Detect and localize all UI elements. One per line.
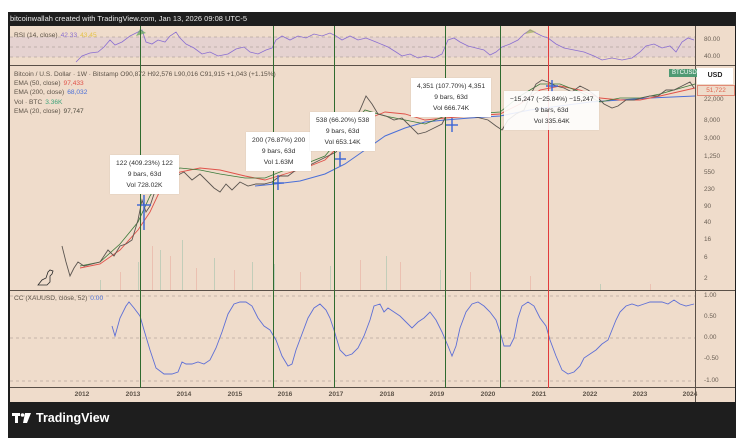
year-label: 2018 (379, 391, 395, 398)
marker-line-2013[interactable] (140, 26, 142, 388)
dino-icon (37, 269, 54, 286)
year-label: 2022 (582, 391, 598, 398)
cc-label: CC (XAUUSD, close, 52) (14, 295, 88, 302)
cc-tick: -0.50 (704, 355, 719, 362)
year-label: 2013 (125, 391, 141, 398)
price-tick: 6 (704, 254, 708, 261)
year-label: 2020 (480, 391, 496, 398)
year-label: 2023 (632, 391, 648, 398)
rsi-legend[interactable]: RSI (14, close) 42.33 43.45 (14, 31, 97, 40)
marker-line-2019[interactable] (445, 26, 447, 388)
price-tick: 2 (704, 275, 708, 282)
ohlc-values: O90,872 H92,576 L90,016 C91,915 +1,043 (… (120, 71, 276, 78)
measure-box-2015[interactable]: 200 (76.87%) 200 9 bars, 63d Vol 1.63M (246, 132, 312, 171)
indicator-ema200[interactable]: EMA (200, close) 68,032 (14, 89, 88, 97)
symbol-line: Bitcoin / U.S. Dollar · 1W · Bitstamp (14, 71, 119, 78)
price-tick: 550 (704, 169, 715, 176)
cc-tick: 0.00 (704, 334, 717, 341)
cc-tick: 0.50 (704, 313, 717, 320)
year-label: 2019 (429, 391, 445, 398)
tradingview-logo[interactable]: TradingView (12, 411, 109, 425)
cc-pane-divider[interactable] (10, 290, 735, 291)
price-tick: 1,250 (704, 153, 720, 160)
price-tick: 22,000 (704, 96, 724, 103)
last-price-tag: 51,722 (697, 85, 735, 96)
marker-line-2020[interactable] (500, 26, 502, 388)
year-label: 2015 (227, 391, 243, 398)
rsi-ma-value: 43.45 (80, 32, 97, 39)
marker-line-2017[interactable] (334, 26, 336, 388)
measure-box-2017[interactable]: 538 (66.20%) 538 9 bars, 63d Vol 653.14K (310, 112, 376, 151)
brand-name: TradingView (36, 411, 110, 425)
price-tick: 16 (704, 236, 712, 243)
rsi-value: 42.33 (60, 32, 78, 39)
year-label: 2021 (531, 391, 547, 398)
price-legend[interactable]: Bitcoin / U.S. Dollar · 1W · Bitstamp O9… (14, 70, 276, 116)
measure-box-2021[interactable]: −15,247 (−25.84%) −15,247 9 bars, 63d Vo… (504, 91, 600, 130)
year-label: 2016 (277, 391, 293, 398)
price-axis-divider (695, 26, 696, 402)
year-label: 2024 (682, 391, 698, 398)
rsi-level-80: 80.00 (704, 36, 720, 43)
price-tick: 3,000 (704, 135, 720, 142)
time-axis-divider (10, 387, 735, 388)
measure-box-2019[interactable]: 4,351 (107.70%) 4,351 9 bars, 63d Vol 66… (411, 78, 492, 117)
chart-canvas[interactable] (10, 26, 735, 402)
marker-line-2015[interactable] (273, 26, 275, 388)
rsi-label: RSI (14, close) (14, 32, 58, 39)
cc-tick: -1.00 (704, 377, 719, 384)
cc-legend[interactable]: CC (XAUUSD, close, 52) 0.00 (14, 294, 103, 303)
indicator-ema20[interactable]: EMA (20, close) 97,747 (14, 107, 84, 115)
cc-value: 0.00 (90, 295, 104, 302)
price-tick: 40 (704, 219, 712, 226)
footer-bar (10, 402, 735, 436)
rsi-level-40: 40.00 (704, 53, 720, 60)
rsi-pane-divider[interactable] (10, 65, 735, 66)
measure-box-2013[interactable]: 122 (409.23%) 122 9 bars, 63d Vol 728.02… (110, 155, 179, 194)
indicator-ema50[interactable]: EMA (50, close) 97,433 (14, 80, 84, 88)
tradingview-icon (12, 413, 31, 423)
year-label: 2014 (176, 391, 192, 398)
price-tick: 8,000 (704, 117, 720, 124)
currency-button[interactable]: USD (697, 68, 733, 84)
price-tick: 90 (704, 203, 712, 210)
attribution-text: bitcoinwallah created with TradingView.c… (10, 14, 248, 23)
symbol-badge[interactable]: BTCUSD (669, 69, 700, 77)
year-label: 2012 (74, 391, 90, 398)
marker-line-2021[interactable] (548, 26, 550, 388)
price-tick: 230 (704, 186, 715, 193)
cc-tick: 1.00 (704, 292, 717, 299)
indicator-volume[interactable]: Vol · BTC 3.36K (14, 98, 63, 106)
year-label: 2017 (328, 391, 344, 398)
